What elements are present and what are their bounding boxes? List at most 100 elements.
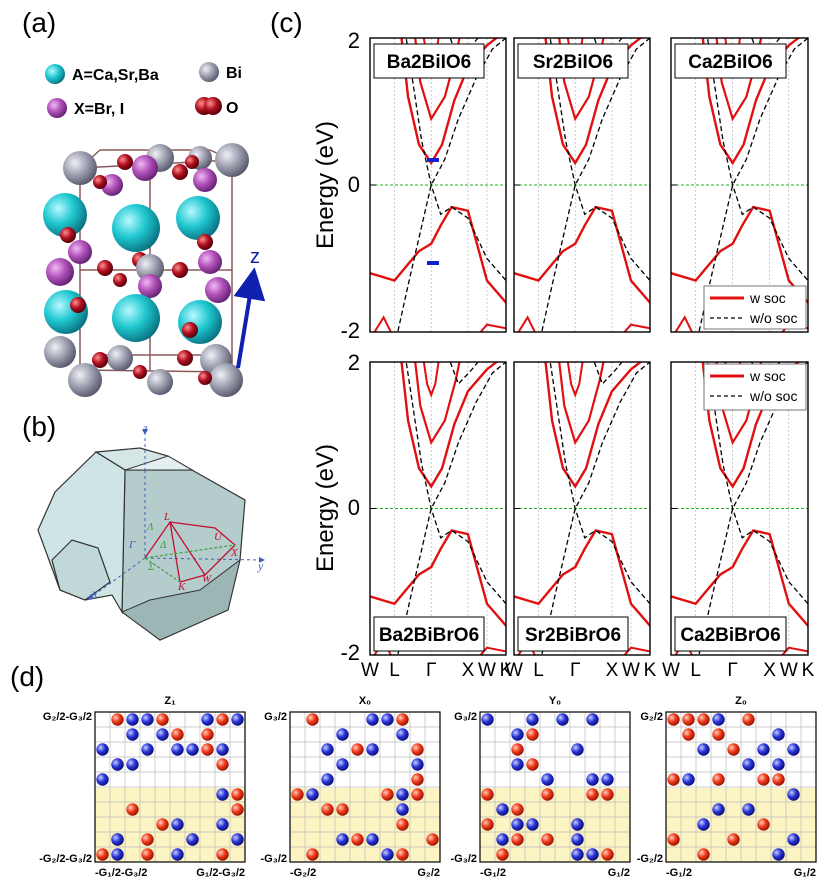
red-sphere-marker [171, 728, 184, 741]
soc-valence-band [514, 205, 650, 304]
blue-sphere-marker [111, 758, 124, 771]
soc-valence-band [671, 529, 808, 627]
legend-halogen-label: X=Br, I [74, 101, 124, 118]
grid-x-left-label: -G₁/2 [666, 867, 692, 879]
soc-valence-band [370, 529, 506, 627]
grid-x-right-label: G₂/2 [417, 867, 440, 879]
grid-x-left-label: -G₁/2-G₃/2 [95, 867, 147, 879]
soc-valence-band-2 [373, 315, 392, 332]
red-sphere-marker [481, 788, 494, 801]
x-tick-label: L [533, 660, 544, 681]
oxygen-legend-icon-2 [204, 97, 222, 115]
blue-sphere-marker [111, 848, 124, 861]
y-tick-bot-neg2: -2 [340, 640, 360, 665]
blue-sphere-marker [586, 848, 599, 861]
grid-y-top-label: G₂/2 [640, 711, 663, 723]
oxygen-atom [60, 227, 76, 243]
red-sphere-marker [712, 773, 725, 786]
y-tick-top-2: 2 [348, 28, 360, 53]
blue-sphere-marker [511, 728, 524, 741]
blue-sphere-marker [496, 833, 509, 846]
x-tick-label: X [606, 660, 619, 681]
blue-sphere-marker [396, 788, 409, 801]
oxygen-atom [172, 262, 188, 278]
z-axis-label: z [250, 246, 260, 268]
red-sphere-marker [712, 728, 725, 741]
blue-sphere-marker [171, 848, 184, 861]
bz-point-sigma: Σ [147, 561, 155, 573]
halogen-legend-icon [47, 98, 67, 118]
soc-valence-band-3 [479, 323, 506, 332]
legend-bi-label: Bi [226, 65, 242, 82]
grid-x-right-label: G₁/2 [794, 867, 816, 879]
soc-conduction-band-3 [422, 362, 440, 398]
red-sphere-marker [526, 728, 539, 741]
blue-sphere-marker [381, 713, 394, 726]
red-sphere-marker [667, 773, 680, 786]
legend-soc-label: w soc [749, 290, 786, 306]
band-panel-plot [514, 362, 650, 655]
bz-y-axis [144, 556, 265, 563]
blue-sphere-marker [216, 818, 229, 831]
halogen-atom [138, 274, 162, 298]
blue-sphere-marker [396, 728, 409, 741]
red-sphere-marker [667, 833, 680, 846]
blue-sphere-marker [141, 713, 154, 726]
nosoc-band-3 [449, 362, 479, 386]
blue-sphere-marker [381, 848, 394, 861]
bz-point-W: W [202, 573, 212, 585]
blue-sphere-marker [96, 773, 109, 786]
red-sphere-marker [411, 743, 424, 756]
nosoc-band-2 [549, 362, 650, 605]
grid-y-top-label: G₃/2 [454, 711, 477, 723]
blue-sphere-marker [171, 743, 184, 756]
red-sphere-marker [411, 788, 424, 801]
red-sphere-marker [481, 818, 494, 831]
blue-sphere-marker [186, 743, 199, 756]
red-sphere-marker [742, 713, 755, 726]
red-sphere-marker [96, 848, 109, 861]
red-sphere-marker [321, 803, 334, 816]
nosoc-band [541, 362, 650, 655]
blue-sphere-marker [481, 713, 494, 726]
blue-sphere-marker [336, 728, 349, 741]
blue-sphere-marker [411, 758, 424, 771]
blue-sphere-marker [682, 773, 695, 786]
blue-sphere-marker [186, 833, 199, 846]
cation-atom [112, 204, 160, 252]
bz-x-label: x [91, 586, 98, 600]
legend-nosoc-label: w/o soc [749, 388, 797, 404]
blue-sphere-marker [787, 833, 800, 846]
blue-sphere-marker [712, 713, 725, 726]
bz-x-axis [87, 557, 146, 600]
blue-sphere-marker [526, 713, 539, 726]
red-sphere-marker [156, 818, 169, 831]
blue-sphere-marker [511, 758, 524, 771]
x-tick-label: X [763, 660, 776, 681]
cation-atom [176, 196, 220, 240]
red-sphere-marker [396, 818, 409, 831]
band-panel-title: Ca2BiIO6 [688, 52, 772, 73]
band-panel-title-box [517, 43, 629, 79]
red-sphere-marker [727, 833, 740, 846]
x-tick-label: K [500, 660, 513, 681]
red-sphere-marker [727, 743, 740, 756]
red-sphere-marker [141, 833, 154, 846]
red-sphere-marker [336, 803, 349, 816]
soc-valence-band-3 [479, 646, 506, 655]
blue-sphere-marker [556, 713, 569, 726]
red-sphere-marker [682, 728, 695, 741]
blue-sphere-marker [96, 743, 109, 756]
bi-atom [147, 369, 173, 395]
nosoc-band-2 [706, 362, 808, 605]
blue-sphere-marker [396, 803, 409, 816]
x-tick-label: W [361, 660, 379, 681]
red-sphere-marker [496, 848, 509, 861]
red-sphere-marker [291, 788, 304, 801]
legend-nosoc-label: w/o soc [749, 310, 797, 326]
red-sphere-marker [511, 743, 524, 756]
band-panel-title-box [373, 43, 485, 79]
oxygen-atom [93, 175, 107, 189]
band-panel-title: Sr2BiIO6 [533, 52, 613, 73]
